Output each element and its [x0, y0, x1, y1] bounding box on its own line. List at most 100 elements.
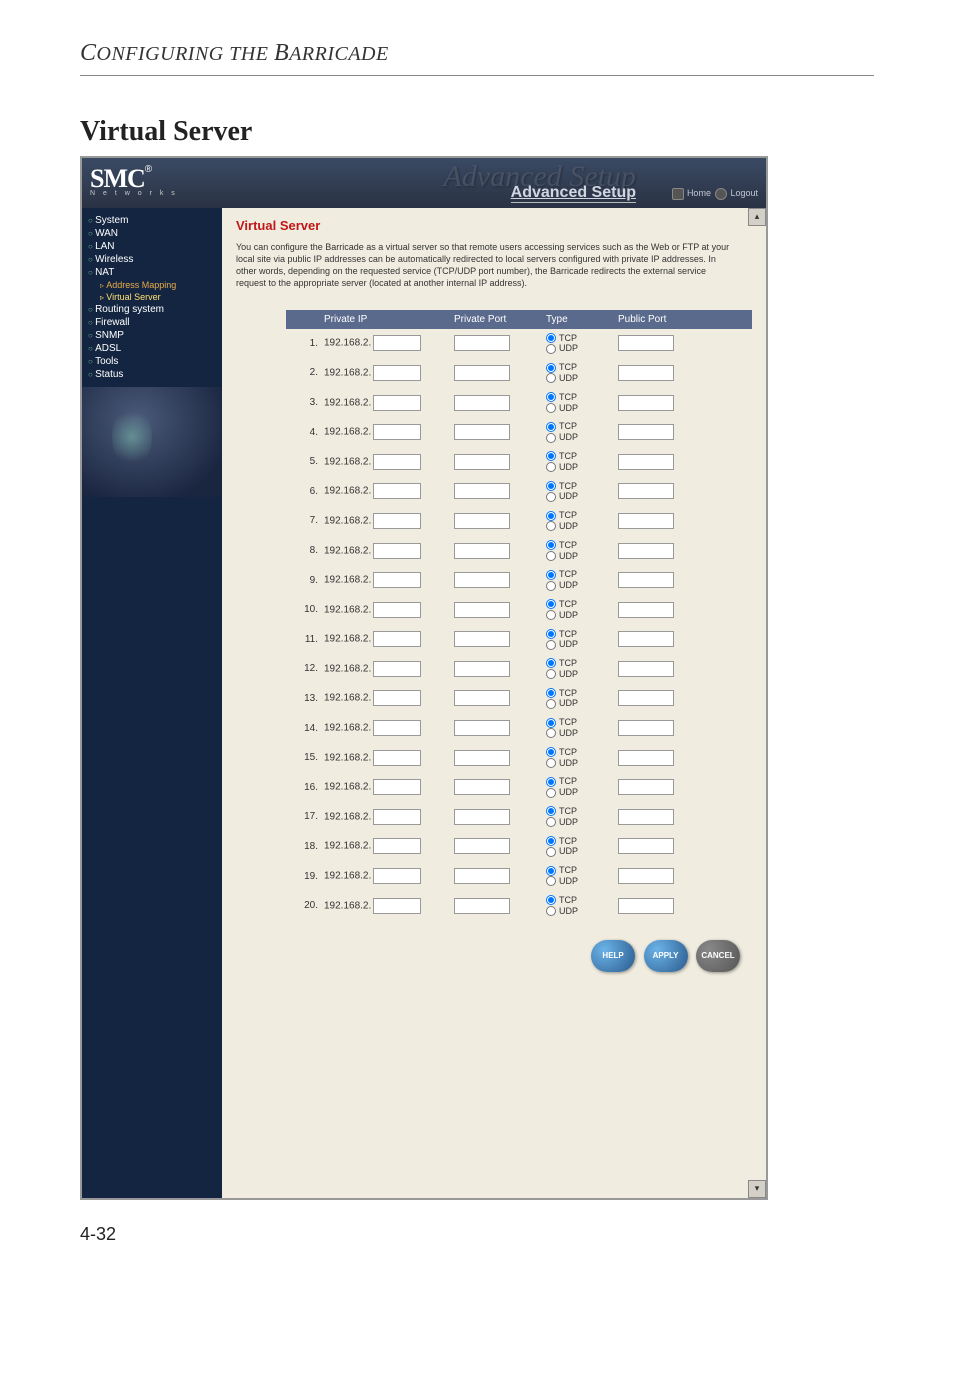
tcp-option[interactable]: TCP — [546, 481, 618, 492]
tcp-option[interactable]: TCP — [546, 629, 618, 640]
tcp-radio[interactable] — [546, 570, 556, 580]
udp-option[interactable]: UDP — [546, 491, 618, 502]
udp-option[interactable]: UDP — [546, 698, 618, 709]
sidebar-item-firewall[interactable]: Firewall — [86, 316, 218, 329]
private-ip-input[interactable] — [373, 631, 421, 647]
sidebar-sub-address-mapping[interactable]: Address Mapping — [86, 279, 218, 291]
public-port-input[interactable] — [618, 838, 674, 854]
udp-option[interactable]: UDP — [546, 758, 618, 769]
udp-radio[interactable] — [546, 669, 556, 679]
cancel-button[interactable]: CANCEL — [696, 940, 740, 972]
public-port-input[interactable] — [618, 395, 674, 411]
udp-radio[interactable] — [546, 610, 556, 620]
tcp-option[interactable]: TCP — [546, 421, 618, 432]
tcp-option[interactable]: TCP — [546, 806, 618, 817]
udp-option[interactable]: UDP — [546, 876, 618, 887]
public-port-input[interactable] — [618, 335, 674, 351]
udp-option[interactable]: UDP — [546, 906, 618, 917]
tcp-radio[interactable] — [546, 333, 556, 343]
udp-radio[interactable] — [546, 581, 556, 591]
tcp-radio[interactable] — [546, 540, 556, 550]
udp-option[interactable]: UDP — [546, 817, 618, 828]
udp-option[interactable]: UDP — [546, 787, 618, 798]
tcp-radio[interactable] — [546, 422, 556, 432]
public-port-input[interactable] — [618, 868, 674, 884]
private-port-input[interactable] — [454, 720, 510, 736]
private-port-input[interactable] — [454, 750, 510, 766]
tcp-radio[interactable] — [546, 363, 556, 373]
tcp-option[interactable]: TCP — [546, 362, 618, 373]
private-ip-input[interactable] — [373, 720, 421, 736]
udp-option[interactable]: UDP — [546, 403, 618, 414]
tcp-option[interactable]: TCP — [546, 599, 618, 610]
home-link[interactable]: Home — [687, 188, 711, 198]
udp-option[interactable]: UDP — [546, 728, 618, 739]
private-port-input[interactable] — [454, 809, 510, 825]
public-port-input[interactable] — [618, 365, 674, 381]
sidebar-item-status[interactable]: Status — [86, 368, 218, 381]
sidebar-item-snmp[interactable]: SNMP — [86, 329, 218, 342]
tcp-radio[interactable] — [546, 866, 556, 876]
private-ip-input[interactable] — [373, 483, 421, 499]
udp-radio[interactable] — [546, 462, 556, 472]
private-port-input[interactable] — [454, 631, 510, 647]
private-ip-input[interactable] — [373, 395, 421, 411]
tcp-option[interactable]: TCP — [546, 569, 618, 580]
private-port-input[interactable] — [454, 661, 510, 677]
scroll-down-icon[interactable]: ▾ — [748, 1180, 766, 1198]
udp-option[interactable]: UDP — [546, 521, 618, 532]
tcp-radio[interactable] — [546, 836, 556, 846]
help-button[interactable]: HELP — [591, 940, 635, 972]
tcp-option[interactable]: TCP — [546, 776, 618, 787]
public-port-input[interactable] — [618, 543, 674, 559]
udp-option[interactable]: UDP — [546, 610, 618, 621]
private-ip-input[interactable] — [373, 809, 421, 825]
private-port-input[interactable] — [454, 365, 510, 381]
private-ip-input[interactable] — [373, 424, 421, 440]
udp-radio[interactable] — [546, 817, 556, 827]
private-ip-input[interactable] — [373, 602, 421, 618]
tcp-radio[interactable] — [546, 718, 556, 728]
private-ip-input[interactable] — [373, 868, 421, 884]
public-port-input[interactable] — [618, 809, 674, 825]
udp-radio[interactable] — [546, 492, 556, 502]
udp-radio[interactable] — [546, 403, 556, 413]
udp-radio[interactable] — [546, 640, 556, 650]
udp-option[interactable]: UDP — [546, 373, 618, 384]
apply-button[interactable]: APPLY — [644, 940, 688, 972]
private-port-input[interactable] — [454, 424, 510, 440]
private-ip-input[interactable] — [373, 898, 421, 914]
tcp-radio[interactable] — [546, 688, 556, 698]
private-port-input[interactable] — [454, 395, 510, 411]
tcp-option[interactable]: TCP — [546, 540, 618, 551]
sidebar-item-lan[interactable]: LAN — [86, 240, 218, 253]
tcp-radio[interactable] — [546, 777, 556, 787]
public-port-input[interactable] — [618, 572, 674, 588]
tcp-option[interactable]: TCP — [546, 836, 618, 847]
logout-link[interactable]: Logout — [730, 188, 758, 198]
tcp-radio[interactable] — [546, 599, 556, 609]
private-port-input[interactable] — [454, 838, 510, 854]
tcp-option[interactable]: TCP — [546, 451, 618, 462]
tcp-radio[interactable] — [546, 629, 556, 639]
private-ip-input[interactable] — [373, 365, 421, 381]
udp-radio[interactable] — [546, 551, 556, 561]
tcp-radio[interactable] — [546, 481, 556, 491]
private-ip-input[interactable] — [373, 661, 421, 677]
private-port-input[interactable] — [454, 454, 510, 470]
tcp-radio[interactable] — [546, 658, 556, 668]
udp-radio[interactable] — [546, 344, 556, 354]
udp-option[interactable]: UDP — [546, 551, 618, 562]
udp-radio[interactable] — [546, 373, 556, 383]
private-ip-input[interactable] — [373, 335, 421, 351]
udp-option[interactable]: UDP — [546, 639, 618, 650]
udp-radio[interactable] — [546, 699, 556, 709]
sidebar-item-routing-system[interactable]: Routing system — [86, 303, 218, 316]
tcp-radio[interactable] — [546, 392, 556, 402]
udp-radio[interactable] — [546, 847, 556, 857]
private-port-input[interactable] — [454, 483, 510, 499]
udp-radio[interactable] — [546, 728, 556, 738]
private-port-input[interactable] — [454, 690, 510, 706]
private-ip-input[interactable] — [373, 513, 421, 529]
sidebar-item-wan[interactable]: WAN — [86, 227, 218, 240]
